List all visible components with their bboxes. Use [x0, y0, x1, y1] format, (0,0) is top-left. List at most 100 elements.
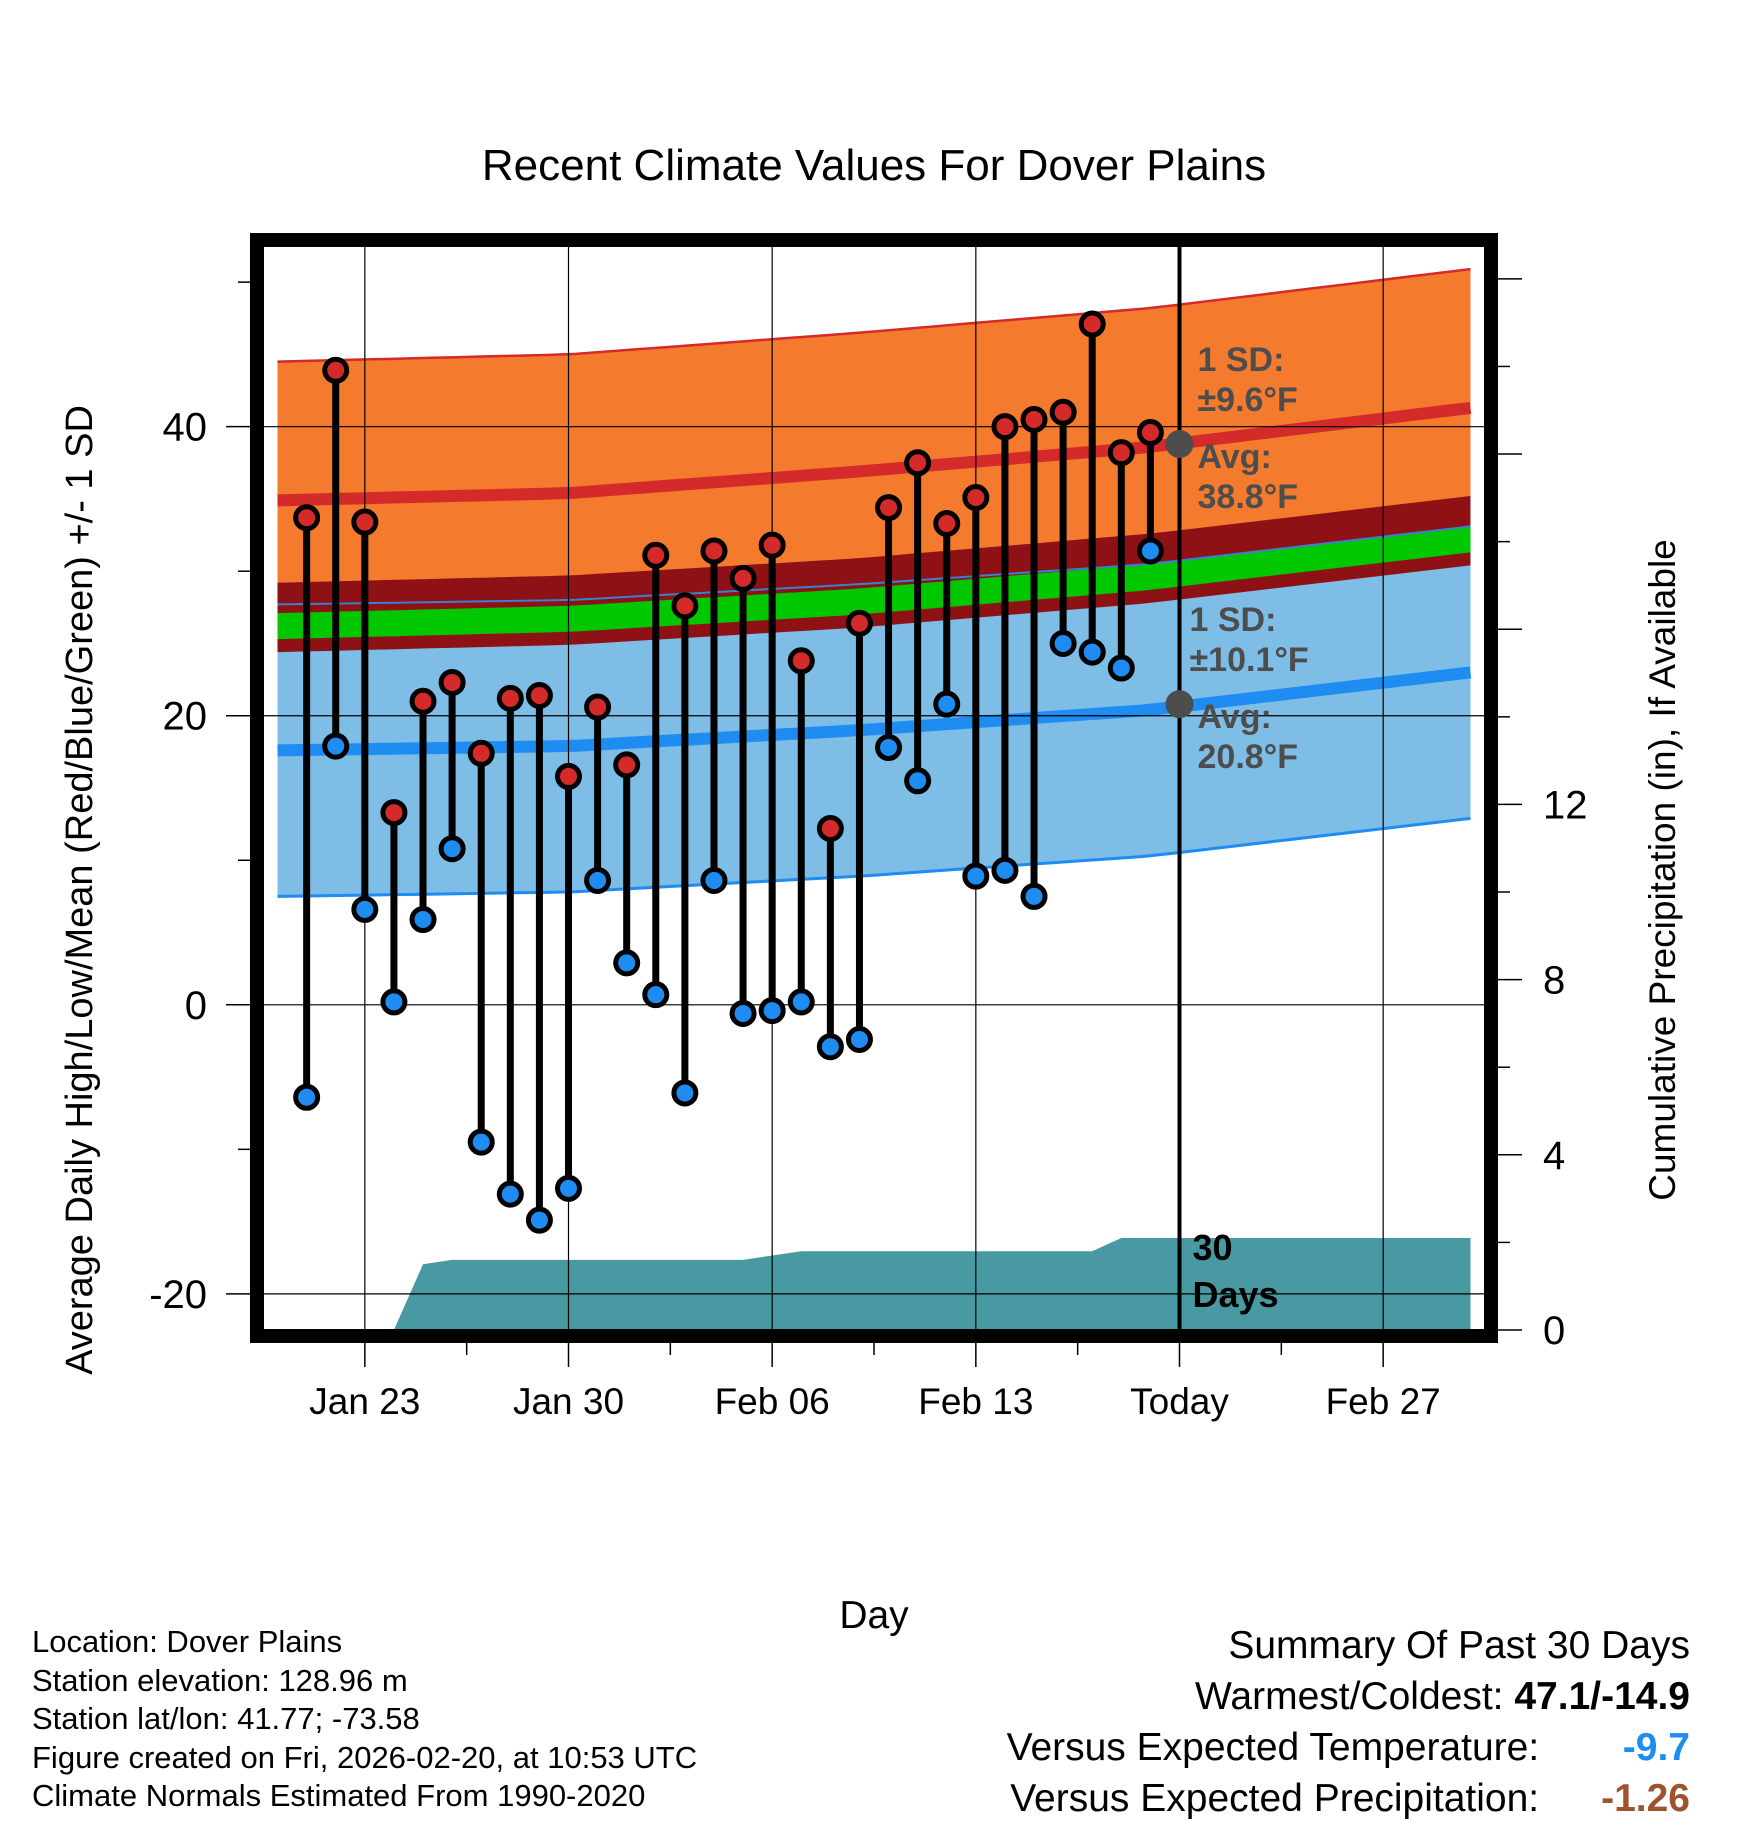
low-point	[1020, 882, 1048, 910]
high-band-top-edge	[277, 267, 1471, 363]
high-point	[729, 564, 757, 592]
low-point	[584, 867, 612, 895]
latlon-text: Station lat/lon: 41.77; -73.58	[32, 1701, 420, 1736]
x-tick-label: Feb 13	[918, 1381, 1033, 1422]
location-text: Location: Dover Plains	[32, 1624, 343, 1659]
low-point	[1049, 629, 1077, 657]
high-point	[555, 762, 582, 790]
high-point	[525, 681, 553, 709]
today-low-avg-marker	[1165, 690, 1194, 719]
x-tick-label: Jan 23	[309, 1381, 420, 1422]
low-point	[613, 949, 641, 977]
summary-temp-row: Versus Expected Temperature: -9.7	[1007, 1722, 1690, 1773]
low-point	[496, 1180, 524, 1208]
summary-warmest-row: Warmest/Coldest: 47.1/-14.9	[1007, 1671, 1690, 1722]
low-point	[380, 988, 408, 1016]
y2-tick-label: 12	[1543, 783, 1588, 827]
low-sd-value: ±10.1°F	[1190, 641, 1309, 679]
low-point	[351, 895, 379, 923]
plot-frame	[250, 233, 1498, 1343]
x-tick-label: Today	[1130, 1381, 1229, 1422]
high-point	[613, 751, 641, 779]
high-sd-label: 1 SD:	[1198, 341, 1285, 379]
high-point	[380, 799, 408, 827]
high-point	[962, 483, 990, 511]
low-point	[729, 999, 757, 1027]
y2-tick-label: 4	[1543, 1134, 1565, 1178]
high-point	[438, 668, 466, 696]
low-point	[1107, 654, 1135, 682]
today-high-avg-marker	[1165, 430, 1194, 459]
low-point	[293, 1083, 321, 1111]
low-point	[1136, 537, 1164, 565]
window-days-number: 30	[1193, 1227, 1233, 1268]
low-point	[787, 988, 815, 1016]
summary-panel: Summary Of Past 30 Days Warmest/Coldest:…	[1007, 1620, 1690, 1824]
y-axis-label: Average Daily High/Low/Mean (Red/Blue/Gr…	[59, 405, 101, 1375]
warmest-value: 47.1/-14.9	[1514, 1675, 1690, 1718]
high-normal-line	[277, 401, 1472, 507]
high-point	[351, 508, 379, 536]
low-point	[467, 1128, 495, 1156]
high-point	[671, 592, 699, 620]
x-axis-label: Day	[839, 1594, 909, 1637]
precip-area	[393, 1238, 1471, 1330]
temp-label: Versus Expected Temperature:	[1006, 1726, 1540, 1769]
chart-title: Recent Climate Values For Dover Plains	[482, 141, 1266, 190]
y2-tick-label: 8	[1543, 959, 1565, 1003]
x-tick-label: Jan 30	[513, 1381, 624, 1422]
y-tick-label: 0	[185, 984, 207, 1028]
high-point	[991, 413, 1019, 441]
low-avg-label: Avg:	[1198, 698, 1272, 736]
high-point	[1107, 439, 1135, 467]
y2-axis-label: Cumulative Precipitation (in), If Availa…	[1642, 539, 1683, 1201]
high-point	[845, 609, 873, 637]
high-point	[875, 494, 903, 522]
y2-tick-label: 0	[1543, 1309, 1565, 1353]
high-point	[584, 693, 612, 721]
high-avg-label: Avg:	[1198, 438, 1272, 476]
high-avg-value: 38.8°F	[1198, 478, 1299, 516]
low-point	[438, 835, 466, 863]
low-point	[671, 1079, 699, 1107]
high-point	[293, 504, 321, 532]
low-band-top-edge	[277, 525, 1471, 606]
high-point	[467, 739, 495, 767]
high-sd-value: ±9.6°F	[1198, 381, 1298, 419]
high-point	[1049, 398, 1077, 426]
summary-title: Summary Of Past 30 Days	[1228, 1624, 1690, 1667]
low-point	[758, 997, 786, 1025]
low-point	[1078, 638, 1106, 666]
high-point	[642, 541, 670, 569]
low-avg-value: 20.8°F	[1198, 738, 1299, 776]
high-point	[933, 510, 961, 538]
low-point	[409, 906, 437, 934]
precip-label: Versus Expected Precipitation:	[1010, 1777, 1540, 1820]
temp-deviation-value: -9.7	[1622, 1726, 1690, 1769]
low-sd-label: 1 SD:	[1190, 601, 1277, 639]
low-point	[933, 690, 961, 718]
normals-text: Climate Normals Estimated From 1990-2020	[32, 1778, 646, 1813]
created-text: Figure created on Fri, 2026-02-20, at 10…	[32, 1739, 698, 1775]
low-band-bottom-edge	[277, 816, 1471, 898]
y-tick-label: 20	[163, 695, 208, 739]
y-tick-label: 40	[163, 406, 208, 450]
summary-precip-row: Versus Expected Precipitation: -1.26	[1007, 1773, 1690, 1824]
high-point	[758, 531, 786, 559]
x-tick-label: Feb 27	[1326, 1381, 1441, 1422]
high-point	[1136, 418, 1164, 446]
high-point	[700, 537, 728, 565]
mean-normal-line	[277, 526, 1471, 640]
high-point	[322, 356, 350, 384]
high-point	[496, 684, 524, 712]
y-tick-label: -20	[149, 1273, 207, 1317]
station-info: Location: Dover Plains Station elevation…	[32, 1623, 697, 1816]
low-point	[555, 1174, 582, 1202]
window-days-label: Days	[1193, 1274, 1279, 1315]
low-point	[322, 732, 350, 760]
high-point	[1078, 310, 1106, 338]
precip-deviation-value: -1.26	[1601, 1777, 1690, 1820]
low-point	[845, 1025, 873, 1053]
low-point	[525, 1206, 553, 1234]
